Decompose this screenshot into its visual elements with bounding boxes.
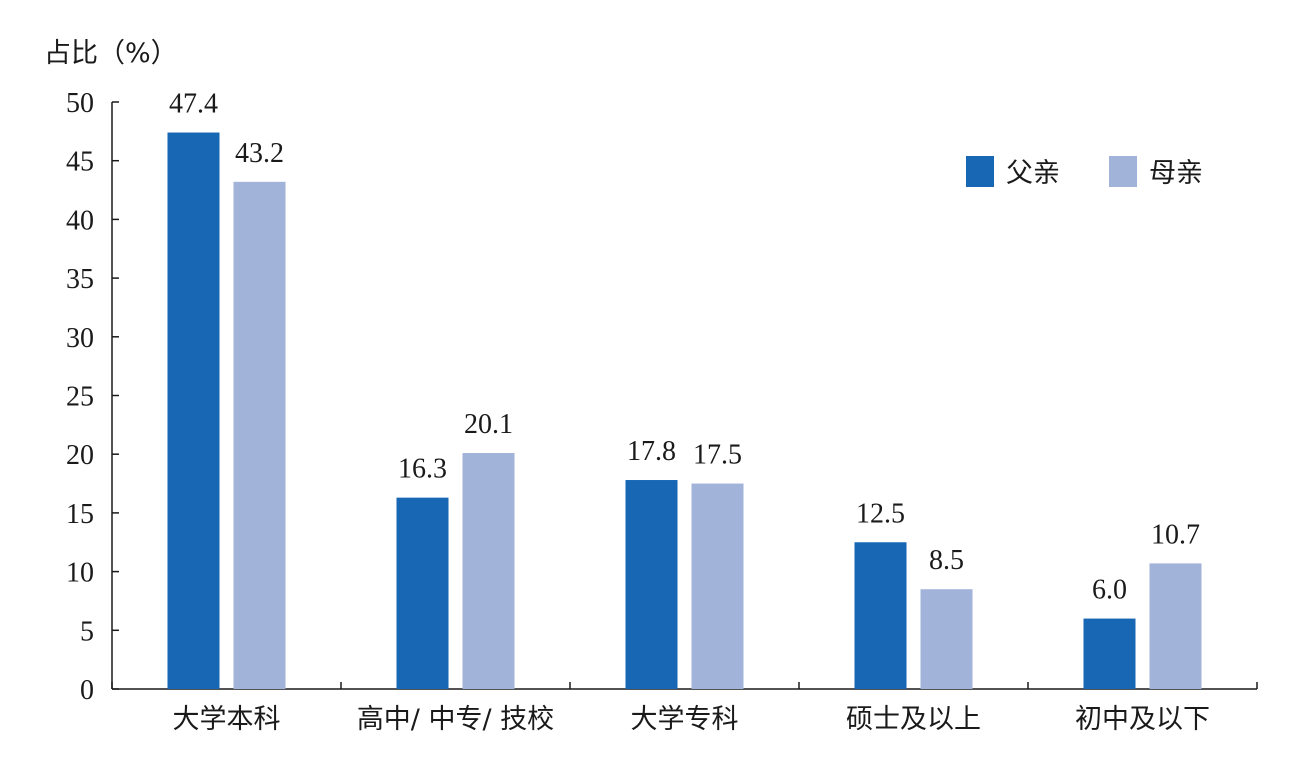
y-tick-label: 5 <box>80 616 94 647</box>
bar-value-label: 8.5 <box>929 545 964 576</box>
axes: 0 5 10 15 20 25 30 35 40 45 50 大学本科 高中/ 中专/ 技校 大学专科 硕士… <box>66 88 1258 735</box>
x-category-label: 初中及以下 <box>1075 704 1210 735</box>
bar-value-label: 10.7 <box>1151 519 1200 550</box>
y-axis-label: 占比（%） <box>44 38 178 69</box>
y-tick-label: 25 <box>66 382 94 413</box>
bar-value-label: 6.0 <box>1092 575 1127 606</box>
y-tick-label: 45 <box>66 147 94 178</box>
bar-mother <box>1149 563 1202 689</box>
y-tick-label: 0 <box>80 675 94 706</box>
legend-label: 母亲 <box>1149 158 1203 189</box>
y-tick-label: 15 <box>66 499 94 530</box>
y-tick-label: 10 <box>66 558 94 589</box>
legend-swatch <box>966 156 994 187</box>
y-tick-label: 35 <box>66 264 94 295</box>
x-category-label: 高中/ 中专/ 技校 <box>357 704 554 735</box>
bar-value-label: 16.3 <box>398 454 447 485</box>
bar-mother <box>233 181 286 689</box>
bar-mother <box>462 453 515 689</box>
bar-mother <box>691 483 744 689</box>
legend-swatch <box>1109 156 1137 187</box>
bar-mother <box>920 589 973 689</box>
bar-father <box>1083 618 1136 689</box>
x-category-label: 大学本科 <box>173 704 281 735</box>
bar-value-label: 17.5 <box>693 440 742 471</box>
bar-father <box>854 542 907 689</box>
bar-value-label: 47.4 <box>169 89 218 120</box>
x-category-label: 大学专科 <box>631 704 739 735</box>
bar-value-label: 43.2 <box>235 138 284 169</box>
bar-value-label: 12.5 <box>856 498 905 529</box>
bar-father <box>396 497 449 689</box>
legend-label: 父亲 <box>1006 158 1060 189</box>
legend: 父亲 母亲 <box>966 156 1203 189</box>
x-category-label: 硕士及以上 <box>846 704 981 735</box>
y-tick-label: 30 <box>66 323 94 354</box>
bar-value-label: 20.1 <box>464 409 513 440</box>
bar-value-label: 17.8 <box>627 436 676 467</box>
bars: 47.4 16.3 17.8 12.5 6.0 43.2 20.1 17.5 8.5 10.7 <box>167 89 1202 690</box>
bar-father <box>625 480 678 689</box>
y-tick-label: 20 <box>66 440 94 471</box>
bar-father <box>167 132 220 690</box>
y-tick-label: 40 <box>66 205 94 236</box>
y-tick-label: 50 <box>66 88 94 119</box>
